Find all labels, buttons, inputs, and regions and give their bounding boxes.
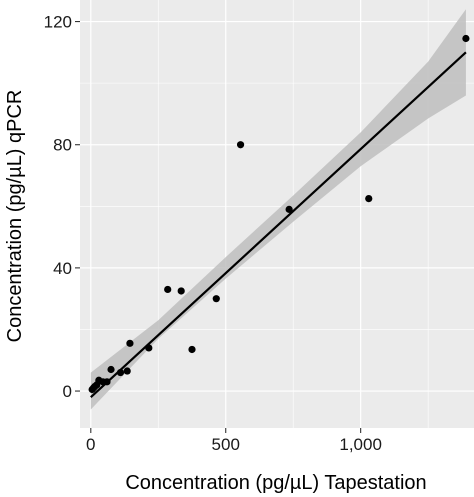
data-point: [365, 195, 373, 203]
confidence-band-layer: [90, 9, 466, 410]
y-tick-label: 0: [63, 382, 72, 401]
x-tick-label: 500: [212, 435, 240, 454]
x-axis-title: Concentration (pg/µL) Tapestation: [125, 472, 426, 494]
y-tick-label: 80: [53, 136, 72, 155]
data-point: [236, 141, 245, 149]
confidence-band: [90, 9, 466, 410]
fit-line-layer: [90, 51, 467, 399]
data-point: [177, 287, 185, 295]
data-point: [116, 368, 125, 377]
y-tick-label: 120: [44, 13, 72, 32]
data-point: [212, 295, 220, 303]
data-point: [462, 34, 470, 43]
data-points: [88, 34, 470, 394]
data-point: [123, 367, 131, 375]
axis-ticks: 0 500 1,000 0 40 80 120: [44, 13, 382, 454]
data-point: [188, 345, 196, 354]
x-tick-label: 1,000: [339, 435, 382, 454]
y-axis-title: Concentration (pg/µL) qPCR: [4, 90, 26, 343]
data-point: [103, 378, 111, 386]
x-tick-label: 0: [86, 435, 95, 454]
data-point: [285, 205, 293, 213]
fit-line: [90, 51, 467, 399]
data-point: [164, 285, 172, 294]
y-tick-label: 40: [53, 259, 72, 278]
data-point: [126, 339, 134, 347]
data-point: [107, 365, 115, 374]
data-point: [145, 344, 153, 352]
